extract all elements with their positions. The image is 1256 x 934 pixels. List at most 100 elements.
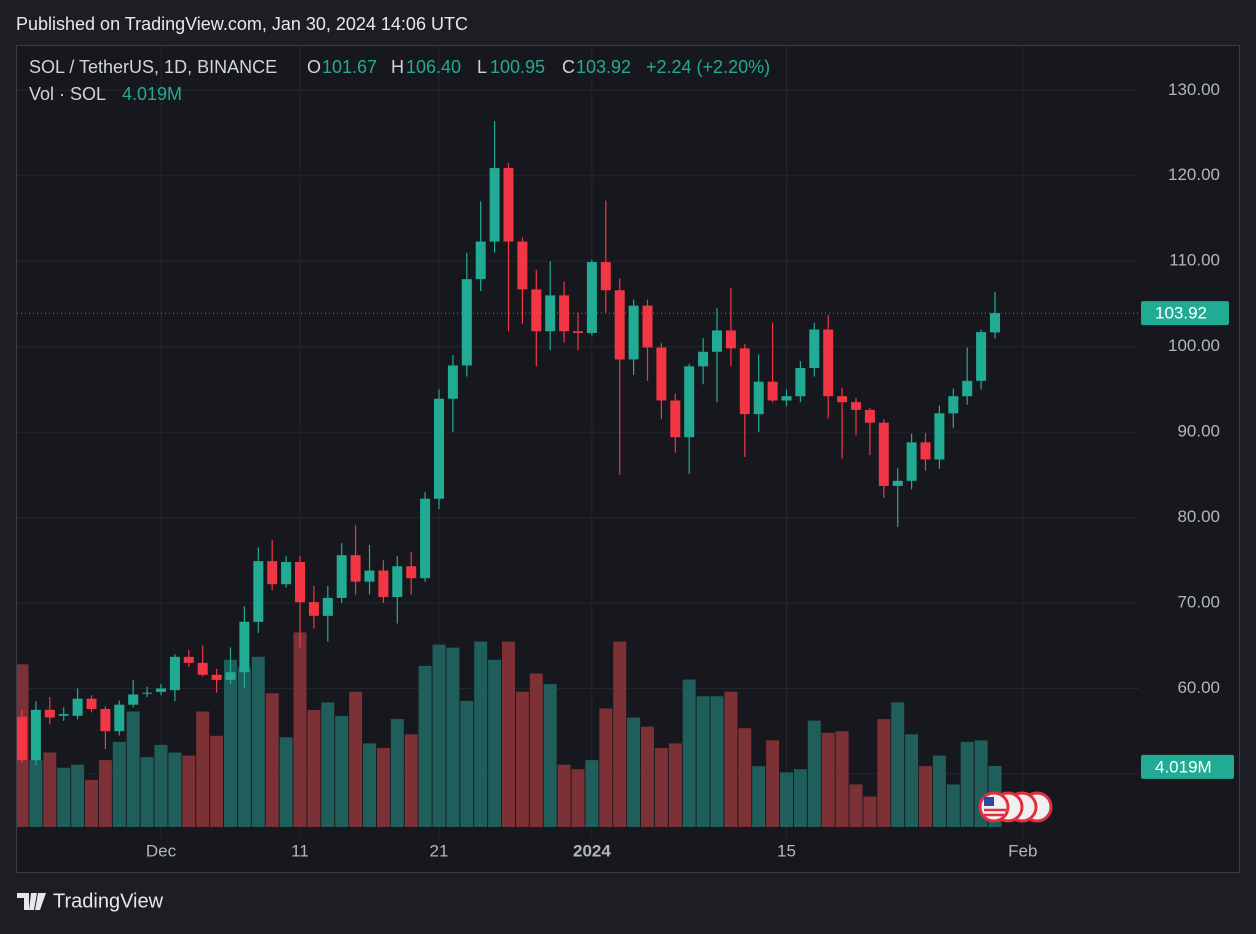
candle-body <box>573 331 583 333</box>
x-tick-label: 11 <box>291 841 309 860</box>
candle-body <box>767 381 778 401</box>
volume-bar <box>821 732 835 827</box>
y-tick-label: 60.00 <box>1177 678 1220 697</box>
flag-canton <box>984 797 994 806</box>
candle-body <box>392 566 403 598</box>
candle-body <box>183 656 194 663</box>
candle-body <box>656 347 667 401</box>
candle-body <box>725 330 736 349</box>
volume-bar <box>807 720 821 827</box>
volume-bar <box>682 679 696 827</box>
volume-bar <box>43 752 57 827</box>
volume-bar <box>474 641 488 827</box>
overlay: SOL / TetherUS, 1D, BINANCE O 101.67 H 106.4… <box>17 57 1234 860</box>
candle-body <box>169 656 180 691</box>
candle-body <box>253 561 264 622</box>
volume-bar <box>182 755 196 827</box>
candle-body <box>920 442 931 460</box>
volume-bar <box>849 784 863 827</box>
brand-logo <box>17 893 46 910</box>
volume-bar <box>738 728 752 827</box>
candle-body <box>267 561 278 585</box>
legend-key: O <box>307 57 321 77</box>
volume-bar <box>237 667 251 827</box>
volume-bar <box>349 691 363 827</box>
volume-bar <box>404 734 418 827</box>
candle-body <box>17 716 27 761</box>
volume-bar <box>251 656 265 827</box>
volume-bar <box>863 796 877 827</box>
volume-bar <box>154 744 168 827</box>
candle-body <box>559 295 570 332</box>
candle-body <box>795 368 806 397</box>
volume-bar <box>571 769 585 827</box>
volume-badge-label: 4.019M <box>1155 757 1212 776</box>
candle-body <box>545 295 556 332</box>
candle-body <box>406 566 417 579</box>
candle-body <box>823 329 834 397</box>
candle-body <box>295 561 305 603</box>
candle-body <box>864 409 875 423</box>
x-tick-label: Dec <box>146 841 177 860</box>
candle-body <box>600 262 611 291</box>
volume-bar <box>126 711 140 827</box>
candle-body <box>976 332 987 381</box>
volume-bar <box>418 665 432 827</box>
volume-bar <box>210 735 224 827</box>
candle-body <box>364 570 375 582</box>
candle-body <box>642 305 653 348</box>
legend-key: H <box>391 57 404 77</box>
legend-key: L <box>477 57 487 77</box>
candle-body <box>420 498 431 579</box>
volume-bar <box>724 691 738 827</box>
volume-bar <box>766 740 780 827</box>
candle-body <box>100 708 111 732</box>
x-tick-label: 15 <box>777 841 796 860</box>
candle-body <box>197 662 208 675</box>
y-tick-label: 120.00 <box>1168 165 1220 184</box>
candle-body <box>628 305 639 360</box>
volume-bar <box>29 760 43 827</box>
candle-body <box>670 400 681 438</box>
candle-body <box>225 672 236 680</box>
volume-bar <box>793 769 807 827</box>
candle-body <box>531 289 542 332</box>
candle-body <box>878 422 889 486</box>
volume-bar <box>502 641 515 827</box>
volume-bar <box>279 737 293 827</box>
volume-bar <box>488 659 502 827</box>
volume-bar <box>363 743 376 827</box>
candle-body <box>809 329 820 369</box>
legend-value: 101.67 <box>322 57 377 77</box>
candle-body <box>698 351 709 367</box>
published-note: Published on TradingView.com, Jan 30, 20… <box>16 14 468 34</box>
candle-body <box>684 366 695 438</box>
candle-body <box>281 561 292 585</box>
candle-body <box>475 241 486 280</box>
candle-body <box>350 555 361 582</box>
volume-bar <box>905 734 919 827</box>
candle-body <box>58 714 69 716</box>
event-icons <box>978 791 1053 823</box>
candle-body <box>142 692 153 694</box>
candle-body <box>211 674 222 680</box>
last-price-label: 103.92 <box>1155 304 1207 323</box>
candle-body <box>72 698 83 716</box>
volume-bar <box>321 702 335 827</box>
volume-bar <box>752 766 766 827</box>
candle-body <box>434 398 444 499</box>
volume-bar <box>543 684 557 827</box>
candle-body <box>753 381 764 415</box>
volume-bar <box>196 711 210 827</box>
volume-bar <box>515 691 529 827</box>
y-tick-label: 90.00 <box>1177 422 1220 441</box>
volume-bar <box>613 641 627 827</box>
volume-bar <box>641 726 654 827</box>
volume-bar <box>919 766 932 827</box>
candle-body <box>781 396 792 401</box>
volume-bar <box>71 764 85 827</box>
candle-body <box>489 168 500 242</box>
candle-body <box>851 402 861 410</box>
last-price-badge <box>1141 301 1229 326</box>
